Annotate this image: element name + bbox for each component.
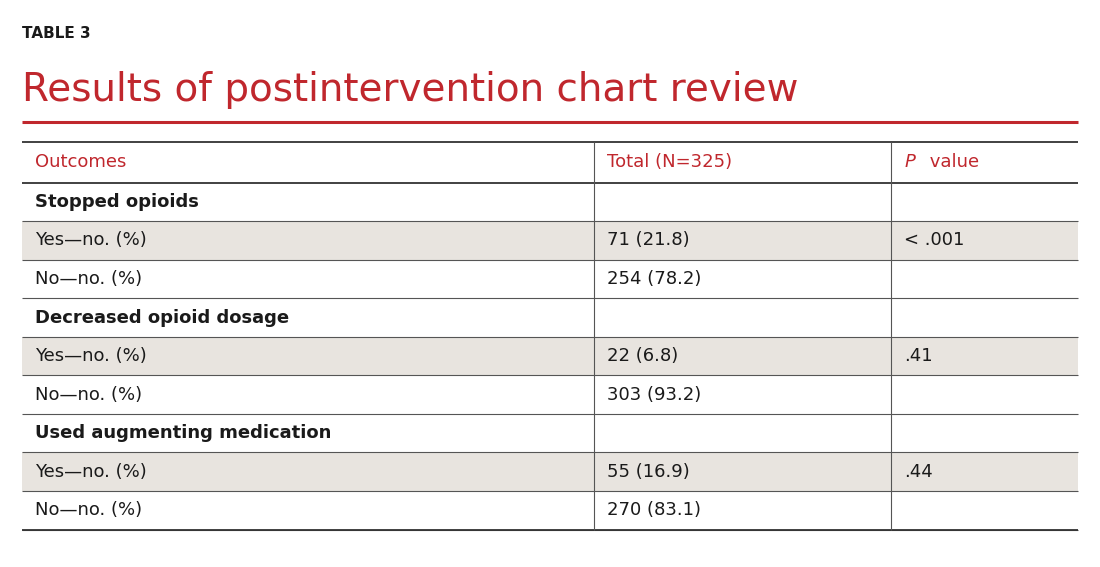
Text: value: value [924, 153, 979, 171]
Text: Used augmenting medication: Used augmenting medication [35, 424, 331, 442]
Text: Yes—no. (%): Yes—no. (%) [35, 347, 147, 365]
Text: Stopped opioids: Stopped opioids [35, 193, 199, 211]
Text: Yes—no. (%): Yes—no. (%) [35, 463, 147, 481]
Text: TABLE 3: TABLE 3 [22, 26, 90, 40]
Text: Outcomes: Outcomes [35, 153, 127, 171]
Text: 71 (21.8): 71 (21.8) [607, 231, 690, 249]
Text: Results of postintervention chart review: Results of postintervention chart review [22, 71, 799, 109]
Text: P: P [904, 153, 915, 171]
Text: 55 (16.9): 55 (16.9) [607, 463, 690, 481]
Text: Decreased opioid dosage: Decreased opioid dosage [35, 308, 289, 327]
Text: .41: .41 [904, 347, 933, 365]
Text: < .001: < .001 [904, 231, 965, 249]
Bar [22, 337, 1078, 375]
Text: No—no. (%): No—no. (%) [35, 501, 142, 519]
Text: No—no. (%): No—no. (%) [35, 386, 142, 404]
Text: Total (N=325): Total (N=325) [607, 153, 733, 171]
Text: Yes—no. (%): Yes—no. (%) [35, 231, 147, 249]
Text: 270 (83.1): 270 (83.1) [607, 501, 701, 519]
Text: 303 (93.2): 303 (93.2) [607, 386, 702, 404]
Text: No—no. (%): No—no. (%) [35, 270, 142, 288]
Text: .44: .44 [904, 463, 933, 481]
Text: 22 (6.8): 22 (6.8) [607, 347, 679, 365]
Bar [22, 452, 1078, 491]
Text: 254 (78.2): 254 (78.2) [607, 270, 702, 288]
Bar [22, 221, 1078, 260]
